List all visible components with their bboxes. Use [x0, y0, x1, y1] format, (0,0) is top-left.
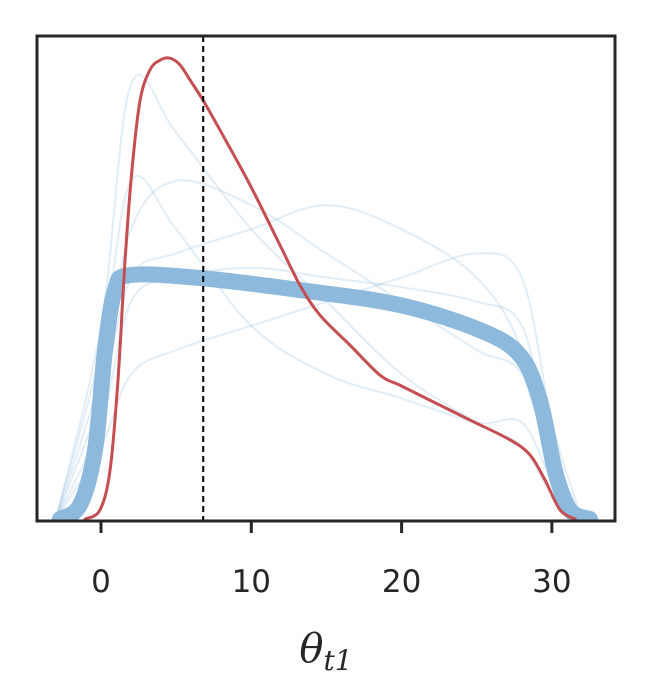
x-label-symbol: θ: [299, 626, 323, 672]
axes-frame: [35, 34, 617, 523]
density-line: [51, 266, 598, 521]
x-tick-label: 30: [532, 564, 571, 600]
x-tick-label: 10: [232, 564, 271, 600]
x-tick-label: 20: [382, 564, 421, 600]
x-label-subscript: t1: [324, 644, 353, 677]
x-tick-label: 0: [91, 564, 111, 600]
density-line: [83, 56, 577, 521]
x-axis: 0 10 20 30: [91, 521, 572, 600]
x-axis-label: θt1: [299, 626, 352, 677]
density-line: [54, 204, 583, 521]
density-line: [54, 266, 583, 521]
plot-area: [51, 36, 598, 521]
